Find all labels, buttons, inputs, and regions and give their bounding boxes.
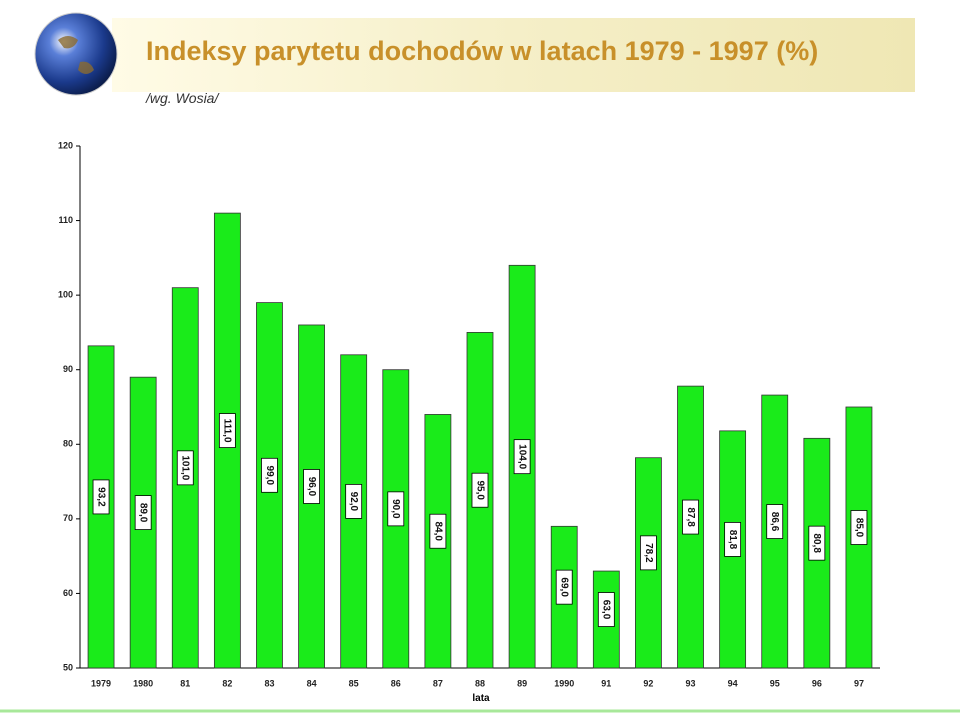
value-label: 96,0 — [306, 477, 317, 497]
y-tick-label: 60 — [63, 588, 73, 598]
y-tick-label: 50 — [63, 662, 73, 672]
value-label: 99,0 — [264, 466, 275, 486]
value-label-box — [555, 569, 573, 605]
y-tick-label: 70 — [63, 513, 73, 523]
value-label-box — [92, 479, 110, 515]
value-label-box — [387, 491, 405, 527]
y-tick-label: 80 — [63, 439, 73, 449]
value-label-box — [471, 472, 489, 508]
x-tick-label: 82 — [222, 678, 232, 688]
value-label: 80,8 — [811, 533, 822, 553]
value-label-box — [176, 450, 194, 486]
title-banner — [112, 18, 915, 92]
x-tick-label: 85 — [349, 678, 359, 688]
x-tick-label: 91 — [601, 678, 611, 688]
value-label-box — [808, 525, 826, 561]
x-tick-label: 86 — [391, 678, 401, 688]
value-label-box — [261, 457, 278, 493]
value-label: 104,0 — [516, 444, 527, 469]
y-tick-label: 120 — [58, 140, 73, 150]
value-label: 111,0 — [222, 419, 233, 443]
x-axis-label: lata — [472, 693, 490, 704]
value-label: 78,2 — [643, 543, 654, 563]
y-tick-label: 110 — [58, 215, 73, 225]
value-label: 81,8 — [727, 530, 738, 550]
chart-title: Indeksy parytetu dochodów w latach 1979 … — [146, 36, 818, 66]
x-tick-label: 84 — [307, 678, 317, 688]
value-label-box — [682, 499, 699, 535]
bar — [382, 369, 410, 669]
value-label-box — [513, 439, 531, 475]
x-tick-label: 96 — [812, 678, 822, 688]
value-label-box — [218, 413, 236, 448]
globe-land — [58, 36, 94, 74]
x-tick-label: 1990 — [554, 678, 574, 688]
value-label: 101,0 — [180, 455, 191, 480]
x-tick-label: 92 — [643, 678, 653, 688]
x-tick-label: 81 — [180, 678, 190, 688]
value-label: 95,0 — [474, 480, 485, 500]
value-label: 84,0 — [432, 521, 443, 541]
value-label: 89,0 — [138, 503, 149, 523]
x-tick-label: 83 — [264, 678, 274, 688]
value-label-box — [134, 495, 152, 530]
value-label-box — [766, 504, 784, 539]
x-tick-label: 1979 — [91, 678, 111, 688]
value-label: 86,6 — [769, 512, 780, 532]
value-label: 87,8 — [685, 507, 696, 527]
value-label: 69,0 — [559, 577, 570, 597]
chart-subtitle: /wg. Wosia/ — [145, 90, 220, 106]
y-tick-label: 90 — [63, 364, 73, 374]
value-label-box — [724, 522, 742, 557]
x-tick-label: 93 — [686, 678, 696, 688]
value-label-box — [597, 592, 615, 627]
value-label: 85,0 — [853, 518, 864, 538]
value-label: 90,0 — [390, 499, 401, 519]
value-label-box — [850, 510, 868, 545]
x-tick-label: 97 — [854, 678, 864, 688]
value-label-box — [345, 483, 363, 519]
x-tick-label: 87 — [433, 678, 443, 688]
value-label-box — [429, 513, 447, 549]
x-tick-label: 94 — [728, 678, 738, 688]
value-label: 93,2 — [95, 487, 106, 507]
value-label: 63,0 — [601, 600, 612, 620]
y-tick-label: 100 — [58, 290, 73, 300]
value-label-box — [640, 535, 657, 571]
value-label-box — [303, 469, 320, 504]
globe-icon — [34, 12, 118, 96]
x-tick-label: 1980 — [133, 678, 153, 688]
x-tick-label: 89 — [517, 678, 527, 688]
value-label: 92,0 — [348, 492, 359, 512]
x-tick-label: 88 — [475, 678, 485, 688]
x-tick-label: 95 — [770, 678, 780, 688]
